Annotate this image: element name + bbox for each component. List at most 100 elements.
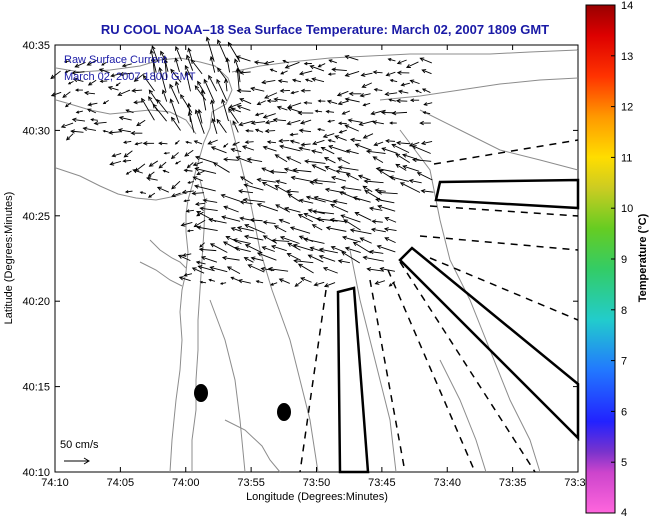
current-vector-head (419, 120, 424, 126)
current-vector (162, 90, 168, 102)
current-vector (290, 133, 299, 136)
current-vector-head (142, 74, 148, 80)
current-vector-head (416, 172, 422, 177)
scale-arrow: 50 cm/s (60, 439, 99, 465)
current-vector (152, 57, 156, 82)
current-vector-head (362, 185, 368, 190)
current-vector-head (368, 249, 374, 255)
current-vector-head (378, 169, 384, 174)
current-vector (268, 268, 289, 272)
current-vector (156, 99, 169, 114)
current-vector-head (220, 193, 226, 199)
current-vector (148, 171, 155, 177)
current-vector-head (330, 245, 336, 251)
current-vector (300, 277, 312, 283)
current-vector-head (327, 119, 331, 123)
current-vector (366, 150, 386, 154)
isobath-4 (419, 109, 579, 171)
current-vector-head (177, 254, 183, 259)
current-vector-head (193, 222, 199, 228)
current-vector-head (125, 171, 129, 175)
current-vector-head (163, 151, 167, 155)
current-vector (346, 173, 359, 181)
current-vector-head (284, 206, 289, 212)
current-vector-head (209, 243, 215, 248)
current-vector (123, 140, 132, 144)
current-vector-head (180, 94, 185, 99)
current-vector-head (115, 83, 119, 87)
current-vector-head (256, 252, 262, 257)
x-tick-label: 73:45 (368, 477, 396, 489)
x-tick-label: 74:10 (41, 477, 69, 489)
current-vector-head (132, 168, 138, 174)
current-vector (132, 169, 143, 174)
current-vector-head (282, 59, 286, 63)
current-vector-head (124, 190, 129, 194)
current-vector-head (196, 171, 201, 175)
current-vector (292, 79, 302, 83)
current-vector (421, 190, 434, 193)
current-vector (286, 156, 302, 164)
current-vector (88, 102, 98, 106)
current-vector-head (298, 235, 304, 240)
current-vector-head (184, 152, 190, 157)
y-axis-ticks: 40:35 40:30 40:25 40:20 40:15 40:10 (22, 40, 578, 479)
current-vector (72, 71, 85, 74)
current-vector (51, 91, 62, 97)
current-vector-head (300, 120, 305, 125)
current-vector (287, 190, 299, 193)
current-vector (384, 228, 397, 232)
current-vector-head (253, 60, 259, 65)
current-vector (245, 141, 254, 143)
current-vector (362, 185, 373, 193)
current-vector (422, 88, 431, 93)
current-vector-head (363, 179, 369, 184)
current-vector-head (191, 191, 197, 196)
current-vector (364, 180, 384, 184)
current-vector (240, 201, 253, 205)
x-tick-label: 74:00 (172, 477, 200, 489)
current-vector-head (233, 246, 239, 251)
current-vector (293, 244, 313, 252)
colorbar-tick-label: 5 (621, 457, 627, 469)
current-vector (360, 237, 372, 244)
current-vector (179, 276, 191, 282)
beam-line (387, 269, 476, 473)
current-vector-head (266, 140, 272, 144)
current-vector-head (395, 163, 401, 168)
current-vector-head (287, 242, 293, 247)
current-vector-head (171, 184, 176, 190)
current-vector (299, 199, 314, 204)
current-vector-head (239, 98, 245, 103)
current-vector-head (130, 130, 136, 136)
current-vector (412, 159, 432, 162)
current-vector (194, 219, 206, 227)
current-vector (99, 68, 110, 74)
current-vector-head (203, 78, 208, 84)
coastline-inner (191, 179, 206, 472)
current-vector (338, 260, 350, 264)
current-vector-head (169, 83, 174, 89)
colorbar-ticks: 14 13 12 11 10 9 8 7 6 5 4 (611, 0, 633, 519)
current-vector (379, 169, 396, 181)
current-vector-head (184, 64, 189, 70)
current-vector (310, 65, 325, 72)
current-vector (397, 59, 407, 64)
current-vector-head (343, 219, 349, 224)
current-vector (267, 141, 277, 144)
current-vector (353, 241, 372, 254)
x-tick-label: 73:30 (564, 477, 592, 489)
current-vector-head (344, 72, 350, 77)
current-vector-head (111, 153, 117, 158)
current-vector-head (192, 162, 198, 167)
current-vector-head (372, 120, 377, 125)
current-vector (184, 273, 193, 276)
current-vector-head (235, 55, 241, 60)
current-vector-head (336, 157, 342, 162)
current-vector-head (366, 267, 372, 272)
current-vector (345, 55, 359, 61)
current-vector (342, 236, 361, 243)
current-vector (306, 196, 326, 203)
current-vector (364, 190, 383, 202)
current-vector-head (236, 105, 242, 110)
